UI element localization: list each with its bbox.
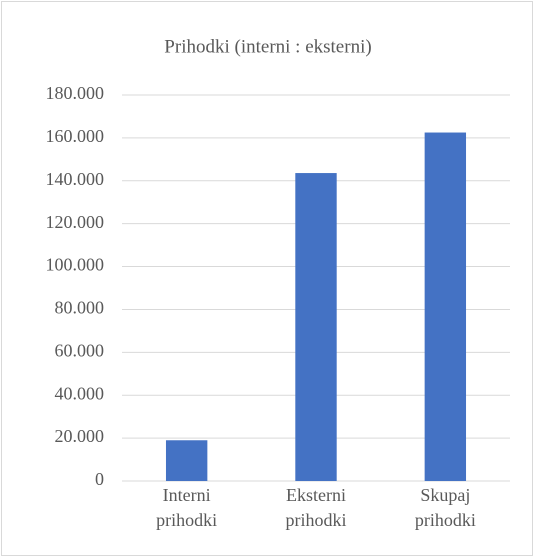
- y-tick-label: 100.000: [46, 255, 105, 275]
- y-tick-label: 60.000: [55, 340, 105, 360]
- y-tick-label: 20.000: [55, 426, 105, 446]
- bar: [424, 132, 467, 481]
- y-tick-label: 80.000: [55, 298, 105, 318]
- y-tick-label: 140.000: [46, 169, 105, 189]
- y-tick-label: 120.000: [46, 212, 105, 232]
- y-tick-label: 160.000: [46, 126, 105, 146]
- y-tick-label: 0: [95, 469, 104, 489]
- x-tick-label: Interni prihodki: [156, 485, 218, 530]
- x-tick-label: Skupaj prihodki: [414, 485, 476, 530]
- bar: [165, 440, 208, 481]
- y-tick-label: 180.000: [46, 83, 105, 103]
- chart-title: Prihodki (interni : eksterni): [164, 36, 371, 57]
- y-tick-label: 40.000: [55, 383, 105, 403]
- bar: [295, 173, 337, 481]
- x-tick-label: Eksterni prihodki: [285, 485, 347, 530]
